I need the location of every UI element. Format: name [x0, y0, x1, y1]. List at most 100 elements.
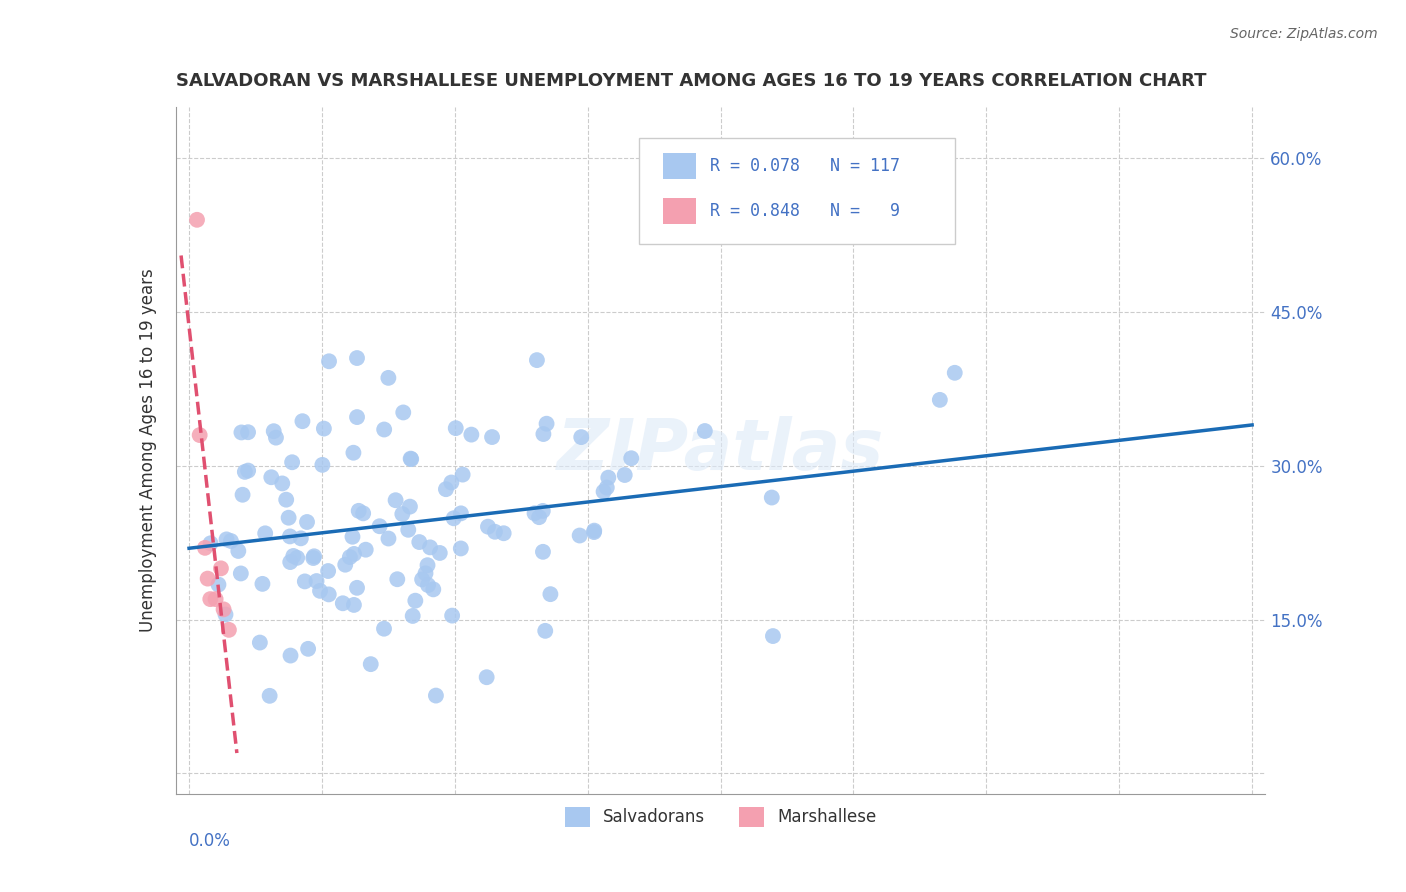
Point: [231, 425, 253, 440]
Point: [377, 371, 399, 385]
Point: [408, 535, 430, 549]
Point: [280, 648, 302, 663]
Point: [583, 525, 606, 540]
Point: [259, 689, 281, 703]
Point: [281, 455, 304, 469]
Point: [295, 515, 318, 529]
Point: [228, 544, 250, 558]
Point: [316, 564, 339, 578]
Point: [373, 622, 395, 636]
Point: [411, 573, 433, 587]
Point: [377, 532, 399, 546]
Text: SALVADORAN VS MARSHALLESE UNEMPLOYMENT AMONG AGES 16 TO 19 YEARS CORRELATION CHA: SALVADORAN VS MARSHALLESE UNEMPLOYMENT A…: [176, 72, 1206, 90]
Point: [387, 572, 409, 586]
Point: [441, 608, 464, 623]
Point: [368, 519, 391, 533]
Point: [527, 510, 550, 524]
Point: [294, 574, 316, 589]
Point: [523, 506, 546, 520]
Point: [761, 491, 783, 505]
Y-axis label: Unemployment Among Ages 16 to 19 years: Unemployment Among Ages 16 to 19 years: [139, 268, 157, 632]
Point: [534, 624, 557, 638]
Point: [254, 526, 277, 541]
Point: [391, 507, 413, 521]
Point: [219, 534, 242, 549]
Point: [596, 481, 619, 495]
Legend: Salvadorans, Marshallese: Salvadorans, Marshallese: [558, 800, 883, 834]
Point: [538, 587, 561, 601]
Point: [396, 523, 419, 537]
Text: R = 0.078   N = 117: R = 0.078 N = 117: [710, 157, 900, 175]
Point: [260, 470, 283, 484]
Text: 0.0%: 0.0%: [188, 831, 231, 850]
Point: [399, 452, 422, 467]
Point: [526, 353, 548, 368]
Point: [277, 510, 299, 524]
Point: [415, 566, 437, 581]
Point: [434, 482, 457, 496]
Point: [419, 541, 441, 555]
Point: [531, 427, 554, 442]
Point: [399, 500, 422, 514]
Point: [583, 524, 606, 538]
Point: [332, 596, 354, 610]
Point: [492, 526, 515, 541]
Point: [536, 417, 558, 431]
Point: [342, 446, 364, 460]
Point: [404, 593, 426, 607]
Text: R = 0.848   N =   9: R = 0.848 N = 9: [710, 202, 900, 219]
Point: [197, 572, 219, 586]
Point: [204, 592, 226, 607]
Point: [339, 550, 361, 565]
Point: [297, 641, 319, 656]
Point: [477, 519, 499, 533]
Point: [354, 542, 377, 557]
Point: [425, 689, 447, 703]
Point: [693, 424, 716, 438]
Point: [402, 609, 425, 624]
Point: [218, 623, 240, 637]
Point: [318, 354, 340, 368]
Point: [276, 492, 298, 507]
Point: [943, 366, 966, 380]
Point: [188, 428, 211, 442]
Point: [233, 465, 256, 479]
Point: [399, 451, 422, 466]
Point: [346, 351, 368, 365]
Point: [335, 558, 357, 572]
Point: [422, 582, 444, 597]
Point: [312, 421, 335, 435]
Point: [613, 468, 636, 483]
Point: [460, 427, 482, 442]
Point: [302, 551, 325, 566]
Point: [318, 587, 340, 601]
Point: [214, 607, 236, 622]
Point: [207, 577, 229, 591]
Point: [569, 430, 592, 444]
Point: [475, 670, 498, 684]
Point: [264, 431, 287, 445]
Point: [194, 541, 217, 555]
Point: [346, 581, 368, 595]
Point: [309, 583, 332, 598]
Point: [283, 549, 305, 563]
Point: [200, 592, 222, 607]
Point: [347, 504, 370, 518]
Point: [305, 574, 328, 588]
Point: [450, 541, 472, 556]
Point: [451, 467, 474, 482]
Point: [343, 547, 366, 561]
Point: [568, 528, 591, 542]
Point: [416, 558, 439, 573]
Point: [444, 421, 467, 435]
Point: [440, 475, 463, 490]
Point: [373, 423, 395, 437]
Point: [620, 451, 643, 466]
Point: [212, 602, 235, 616]
Point: [343, 598, 366, 612]
Point: [360, 657, 382, 672]
FancyBboxPatch shape: [662, 153, 696, 179]
Point: [762, 629, 785, 643]
Point: [200, 536, 222, 550]
Point: [531, 504, 554, 518]
